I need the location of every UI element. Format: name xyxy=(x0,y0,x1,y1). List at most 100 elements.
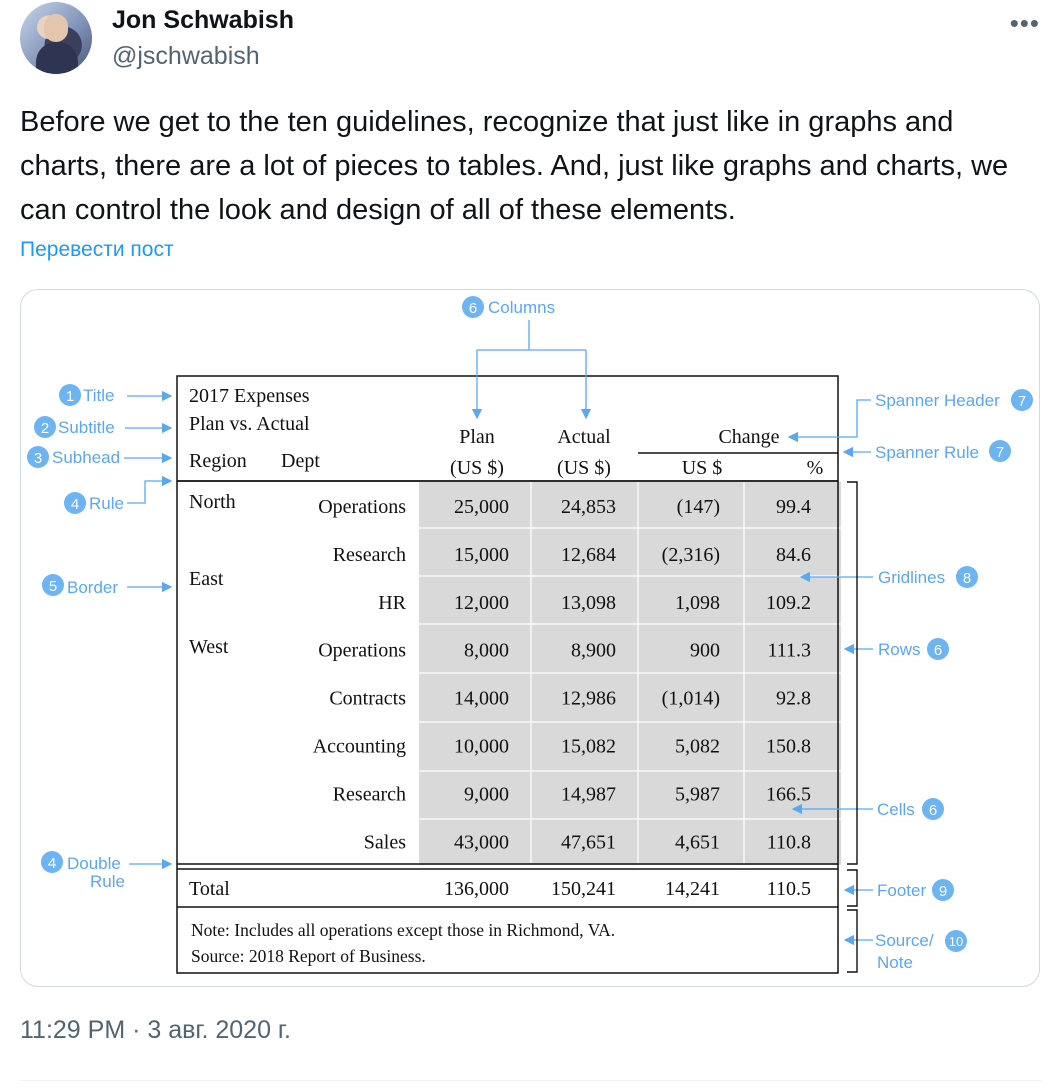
author-name[interactable]: Jon Schwabish xyxy=(112,6,294,34)
avatar[interactable] xyxy=(20,2,92,74)
subhead-dept: Dept xyxy=(281,450,320,472)
annotation-cells: Cells xyxy=(877,800,915,819)
table-body: Operations 25,000 24,853 (147) 99.4 North Rese… xyxy=(189,491,811,853)
cell-change-pct: 84.6 xyxy=(776,544,811,566)
cell-region: East xyxy=(189,568,224,590)
cell-change-usd: (2,316) xyxy=(662,544,720,566)
badge-spanner-header xyxy=(1011,389,1033,411)
svg-text:4: 4 xyxy=(71,496,79,513)
cell-actual: 12,684 xyxy=(561,544,616,566)
total-plan: 136,000 xyxy=(444,878,509,900)
svg-text:1: 1 xyxy=(66,388,74,405)
author-handle[interactable]: @jschwabish xyxy=(112,42,260,70)
annotations: 6 Columns 1 Title 2 Subtitle 3 Subhead 4… xyxy=(27,296,1033,972)
cell-actual: 12,986 xyxy=(561,688,616,710)
svg-text:6: 6 xyxy=(934,642,942,659)
cell-change-usd: (147) xyxy=(677,496,720,518)
gridlines xyxy=(419,482,841,865)
badge-footer xyxy=(932,879,954,901)
svg-text:8: 8 xyxy=(963,570,971,587)
cell-plan: 12,000 xyxy=(454,592,509,614)
cell-change-pct: 111.3 xyxy=(767,640,811,662)
svg-text:9: 9 xyxy=(939,883,947,900)
cell-plan: 43,000 xyxy=(454,831,509,853)
cell-change-usd: 5,987 xyxy=(675,783,720,805)
col-actual-label: Actual xyxy=(557,426,611,448)
cell-change-usd: 4,651 xyxy=(675,831,720,853)
col-plan-label: Plan xyxy=(459,426,495,448)
table-note: Note: Includes all operations except tho… xyxy=(191,920,615,940)
cell-plan: 15,000 xyxy=(454,544,509,566)
divider xyxy=(20,1080,1042,1081)
badge-border xyxy=(42,574,64,596)
tweet-text: Before we get to the ten guidelines, rec… xyxy=(20,106,1009,226)
annotation-spanner-header: Spanner Header xyxy=(875,391,1000,410)
annotation-source-1: Source/ xyxy=(875,931,934,950)
badge-gridlines xyxy=(956,566,978,588)
avatar-face xyxy=(44,14,68,42)
cell-plan: 9,000 xyxy=(464,783,509,805)
badge-rows xyxy=(927,638,949,660)
annotation-source-2: Note xyxy=(877,953,913,972)
svg-text:4: 4 xyxy=(48,855,56,872)
cell-change-usd: (1,014) xyxy=(662,688,720,710)
badge-cells xyxy=(922,798,944,820)
footer-row: Total 136,000 150,241 14,241 110.5 xyxy=(189,878,811,900)
badge-subtitle xyxy=(34,416,56,438)
tweet-image[interactable]: 2017 Expenses Plan vs. Actual Region Dep… xyxy=(20,289,1040,987)
timestamp[interactable]: 11:29 PM · 3 авг. 2020 г. xyxy=(20,1016,291,1044)
svg-text:7: 7 xyxy=(996,444,1004,461)
table-source: Source: 2018 Report of Business. xyxy=(191,946,426,966)
cell-dept: Operations xyxy=(318,640,406,662)
svg-text:2: 2 xyxy=(41,420,49,437)
annotation-footer: Footer xyxy=(877,881,926,900)
cell-dept: Research xyxy=(333,783,406,805)
badge-rule xyxy=(64,492,86,514)
annotation-gridlines: Gridlines xyxy=(878,568,945,587)
cell-plan: 10,000 xyxy=(454,736,509,758)
cell-actual: 8,900 xyxy=(571,640,616,662)
total-label: Total xyxy=(189,878,230,900)
cell-change-pct: 92.8 xyxy=(776,688,811,710)
annotation-title: Title xyxy=(83,386,115,405)
annotation-double-rule-2: Rule xyxy=(90,872,125,891)
cell-change-usd: 5,082 xyxy=(675,736,720,758)
tweet-header: Jon Schwabish @jschwabish ••• xyxy=(20,0,1042,80)
annotation-rows: Rows xyxy=(878,640,921,659)
col-actual-unit: (US $) xyxy=(557,457,611,479)
svg-text:5: 5 xyxy=(49,578,57,595)
svg-text:7: 7 xyxy=(1018,393,1026,410)
more-horizontal-icon[interactable]: ••• xyxy=(1009,8,1040,38)
cell-change-pct: 150.8 xyxy=(766,736,811,758)
cell-dept: Accounting xyxy=(313,736,406,758)
badge-spanner-rule xyxy=(989,440,1011,462)
table-anatomy-figure: 2017 Expenses Plan vs. Actual Region Dep… xyxy=(27,296,1033,974)
cell-dept: Operations xyxy=(318,496,406,518)
cell-change-pct: 109.2 xyxy=(766,592,811,614)
row-brackets xyxy=(847,481,858,973)
cell-region: West xyxy=(189,636,229,658)
annotation-spanner-rule: Spanner Rule xyxy=(875,443,979,462)
cell-change-pct: 166.5 xyxy=(766,783,811,805)
badge-double-rule xyxy=(41,851,63,873)
spanner-header: Change xyxy=(718,426,779,448)
total-usd: 14,241 xyxy=(665,878,720,900)
badge-source-note xyxy=(945,930,967,952)
svg-text:3: 3 xyxy=(34,450,42,467)
cell-actual: 47,651 xyxy=(561,831,616,853)
annotation-subtitle: Subtitle xyxy=(58,418,115,437)
cell-dept: Research xyxy=(333,544,406,566)
cell-actual: 24,853 xyxy=(561,496,616,518)
svg-text:6: 6 xyxy=(929,802,937,819)
avatar-shirt xyxy=(36,42,78,74)
cell-actual: 15,082 xyxy=(561,736,616,758)
cell-change-pct: 110.8 xyxy=(767,831,811,853)
annotation-rule: Rule xyxy=(89,494,124,513)
subhead-region: Region xyxy=(189,450,247,472)
change-pct-label: % xyxy=(807,457,824,479)
translate-link[interactable]: Перевести пост xyxy=(20,238,174,261)
annotation-columns: Columns xyxy=(488,298,555,317)
col-plan-unit: (US $) xyxy=(450,457,504,479)
cell-dept: Sales xyxy=(364,831,406,853)
cell-dept: HR xyxy=(378,592,406,614)
